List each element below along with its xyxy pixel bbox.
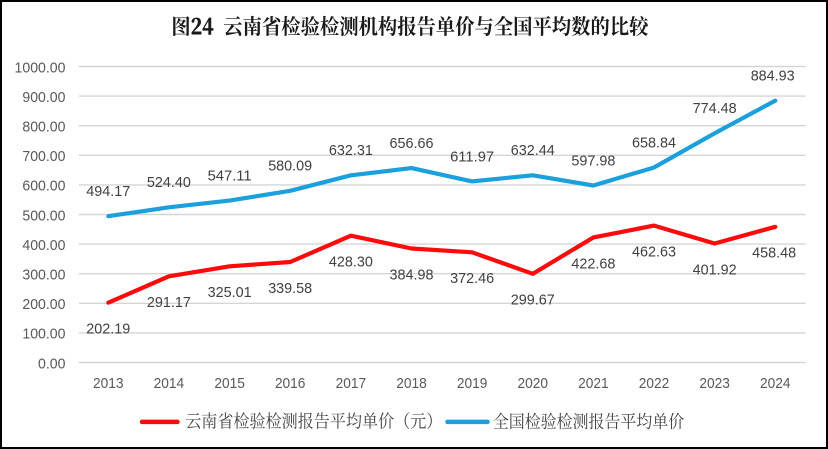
svg-text:884.93: 884.93 (751, 68, 795, 85)
svg-text:656.66: 656.66 (390, 135, 434, 152)
svg-text:658.84: 658.84 (632, 134, 676, 151)
svg-text:400.00: 400.00 (22, 237, 65, 254)
svg-text:300.00: 300.00 (22, 267, 65, 284)
svg-text:900.00: 900.00 (22, 89, 65, 106)
svg-text:597.98: 597.98 (571, 152, 615, 169)
svg-text:458.48: 458.48 (752, 245, 796, 262)
svg-text:632.44: 632.44 (511, 142, 555, 159)
svg-text:2014: 2014 (154, 375, 185, 392)
svg-text:547.11: 547.11 (208, 168, 252, 185)
svg-text:462.63: 462.63 (632, 244, 676, 261)
svg-text:2019: 2019 (457, 375, 488, 392)
svg-text:2018: 2018 (396, 375, 427, 392)
svg-text:100.00: 100.00 (22, 326, 65, 343)
svg-text:700.00: 700.00 (22, 148, 65, 165)
svg-text:0.00: 0.00 (38, 355, 65, 372)
svg-text:524.40: 524.40 (147, 174, 191, 191)
svg-text:384.98: 384.98 (390, 266, 434, 283)
svg-text:2024: 2024 (760, 375, 791, 392)
svg-text:372.46: 372.46 (450, 270, 494, 287)
svg-text:2013: 2013 (93, 375, 124, 392)
svg-text:200.00: 200.00 (22, 296, 65, 313)
svg-text:774.48: 774.48 (693, 100, 737, 117)
svg-text:2021: 2021 (578, 375, 609, 392)
svg-text:580.09: 580.09 (268, 158, 312, 175)
svg-text:2020: 2020 (518, 375, 549, 392)
svg-text:428.30: 428.30 (329, 254, 373, 271)
svg-text:422.68: 422.68 (571, 255, 615, 272)
svg-text:401.92: 401.92 (693, 261, 737, 278)
svg-text:2017: 2017 (336, 375, 367, 392)
svg-text:339.58: 339.58 (268, 280, 312, 297)
svg-text:325.01: 325.01 (208, 284, 252, 301)
svg-text:1000.00: 1000.00 (15, 59, 66, 76)
svg-text:500.00: 500.00 (22, 207, 65, 224)
svg-text:800.00: 800.00 (22, 119, 65, 136)
svg-text:600.00: 600.00 (22, 178, 65, 195)
svg-text:632.31: 632.31 (329, 142, 373, 159)
svg-text:494.17: 494.17 (86, 183, 130, 200)
svg-text:2023: 2023 (699, 375, 730, 392)
svg-text:2022: 2022 (639, 375, 670, 392)
svg-text:202.19: 202.19 (86, 321, 130, 338)
svg-text:2015: 2015 (214, 375, 245, 392)
svg-text:2016: 2016 (275, 375, 306, 392)
svg-text:611.97: 611.97 (450, 148, 494, 165)
svg-text:291.17: 291.17 (147, 294, 191, 311)
svg-text:299.67: 299.67 (511, 292, 555, 309)
